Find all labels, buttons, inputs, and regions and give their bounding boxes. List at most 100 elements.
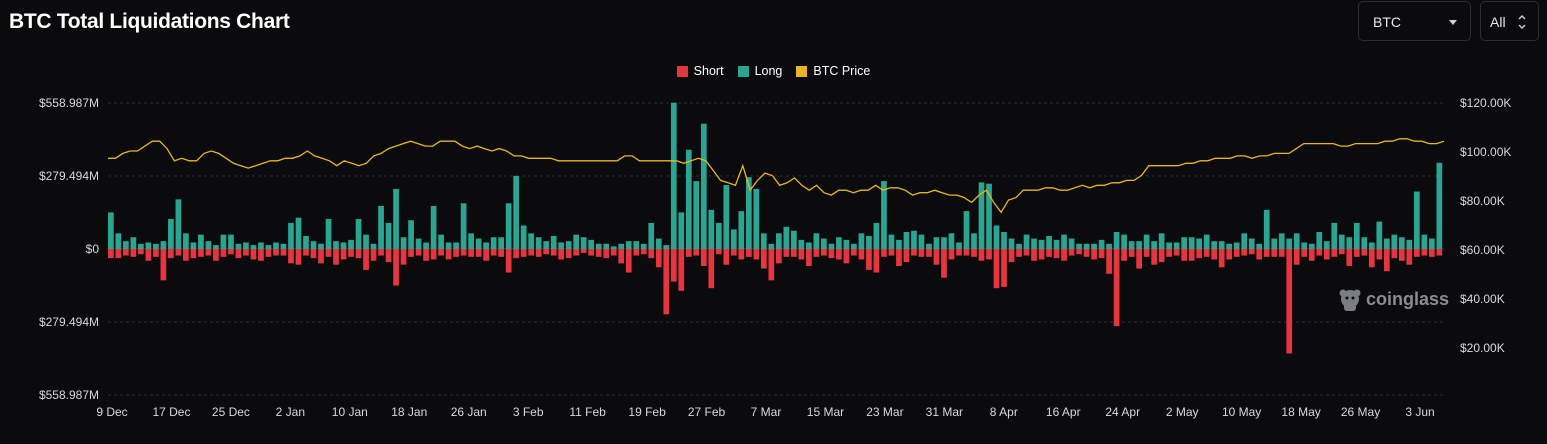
short-bar xyxy=(558,249,565,260)
short-bar xyxy=(640,249,647,255)
long-bar xyxy=(1368,242,1375,249)
long-bar xyxy=(791,230,797,249)
short-bar xyxy=(783,249,790,257)
short-bar xyxy=(1308,249,1315,261)
long-bar xyxy=(415,238,422,249)
long-bar xyxy=(205,241,212,249)
short-bar xyxy=(1211,249,1218,260)
long-bar xyxy=(588,239,595,249)
legend-item-long[interactable]: Long xyxy=(737,64,782,78)
short-bar xyxy=(370,249,377,261)
btc-price-swatch xyxy=(796,65,808,77)
up-down-chevron-icon xyxy=(1518,15,1526,29)
short-bar xyxy=(1076,249,1082,255)
long-bar xyxy=(303,235,309,249)
short-bar xyxy=(1361,249,1368,256)
short-bar xyxy=(1376,249,1383,260)
long-bar xyxy=(610,246,617,249)
time-range-select[interactable]: All xyxy=(1480,1,1539,41)
long-bar xyxy=(160,241,167,249)
legend-item-short[interactable]: Short xyxy=(676,64,724,78)
long-bar xyxy=(858,233,865,249)
long-bar xyxy=(1271,238,1278,249)
long-bar xyxy=(993,225,1000,249)
long-bar xyxy=(535,237,542,249)
long-bar xyxy=(153,243,159,249)
short-bar xyxy=(1151,249,1157,265)
long-bar xyxy=(138,243,144,249)
short-bar xyxy=(685,249,692,257)
short-bar xyxy=(528,249,535,256)
chart-legend: Short Long BTC Price xyxy=(0,64,1547,78)
long-bar xyxy=(1181,237,1188,249)
long-bar xyxy=(400,237,407,249)
long-bar xyxy=(1046,235,1052,249)
short-bar xyxy=(926,249,932,257)
long-bar xyxy=(648,222,655,249)
x-tick-label: 8 Apr xyxy=(990,405,1018,419)
x-tick-label: 18 Jan xyxy=(391,405,427,419)
long-bar xyxy=(505,203,512,249)
short-bar xyxy=(295,249,302,265)
long-bar xyxy=(948,233,955,249)
long-bar xyxy=(843,239,850,249)
long-bar xyxy=(273,242,279,249)
long-bar xyxy=(355,218,362,249)
long-bar xyxy=(543,241,550,249)
long-bar xyxy=(295,217,302,249)
y-right-tick-label: $40.00K xyxy=(1460,292,1505,306)
long-bar xyxy=(798,239,805,249)
long-bar xyxy=(1391,234,1398,249)
short-bar xyxy=(723,249,730,265)
short-bar xyxy=(1188,249,1195,261)
long-bar xyxy=(873,222,880,249)
legend-label-btc-price: BTC Price xyxy=(813,64,871,78)
short-bar xyxy=(603,249,610,259)
short-bar xyxy=(843,249,850,264)
legend-item-btc-price[interactable]: BTC Price xyxy=(796,64,870,78)
long-bar xyxy=(423,242,429,249)
short-bar xyxy=(198,249,204,257)
coinglass-watermark: coinglass xyxy=(1339,289,1449,311)
short-bar xyxy=(175,249,182,256)
short-bar xyxy=(896,249,902,266)
long-bar xyxy=(956,242,962,249)
short-bar xyxy=(971,249,977,257)
long-bar xyxy=(1353,222,1360,249)
short-bar xyxy=(273,249,279,256)
long-bar xyxy=(445,242,452,249)
short-bar xyxy=(866,249,872,270)
bars xyxy=(108,102,1443,354)
coin-select[interactable]: BTC xyxy=(1358,1,1471,41)
x-tick-label: 26 May xyxy=(1341,405,1380,419)
coinglass-logo-icon xyxy=(1339,289,1361,311)
long-bar xyxy=(1166,242,1172,249)
short-bar xyxy=(468,249,474,257)
y-left-tick-label: $279.494M xyxy=(39,169,99,183)
long-bar xyxy=(730,229,737,249)
long-bar xyxy=(1383,238,1390,249)
short-bar xyxy=(625,249,632,273)
short-bar xyxy=(1428,249,1435,257)
long-bar xyxy=(483,242,489,249)
long-bar xyxy=(1413,191,1420,249)
long-bar xyxy=(1016,243,1022,249)
short-bar xyxy=(333,249,339,265)
short-bar xyxy=(753,249,760,260)
long-bar xyxy=(235,243,242,249)
long-bar xyxy=(385,222,392,249)
y-left-tick-label: $0 xyxy=(86,242,100,256)
long-bar xyxy=(1301,242,1308,249)
short-bar xyxy=(745,249,752,257)
long-bar xyxy=(198,234,204,249)
short-bar xyxy=(1196,249,1203,259)
x-tick-label: 10 Jan xyxy=(332,405,368,419)
long-bar xyxy=(1226,243,1233,249)
long-bar xyxy=(1173,242,1180,249)
short-bar xyxy=(505,249,512,273)
long-bar xyxy=(1421,234,1428,249)
short-bar xyxy=(1398,249,1405,261)
x-tick-label: 2 Jan xyxy=(276,405,305,419)
long-bar xyxy=(723,185,730,249)
